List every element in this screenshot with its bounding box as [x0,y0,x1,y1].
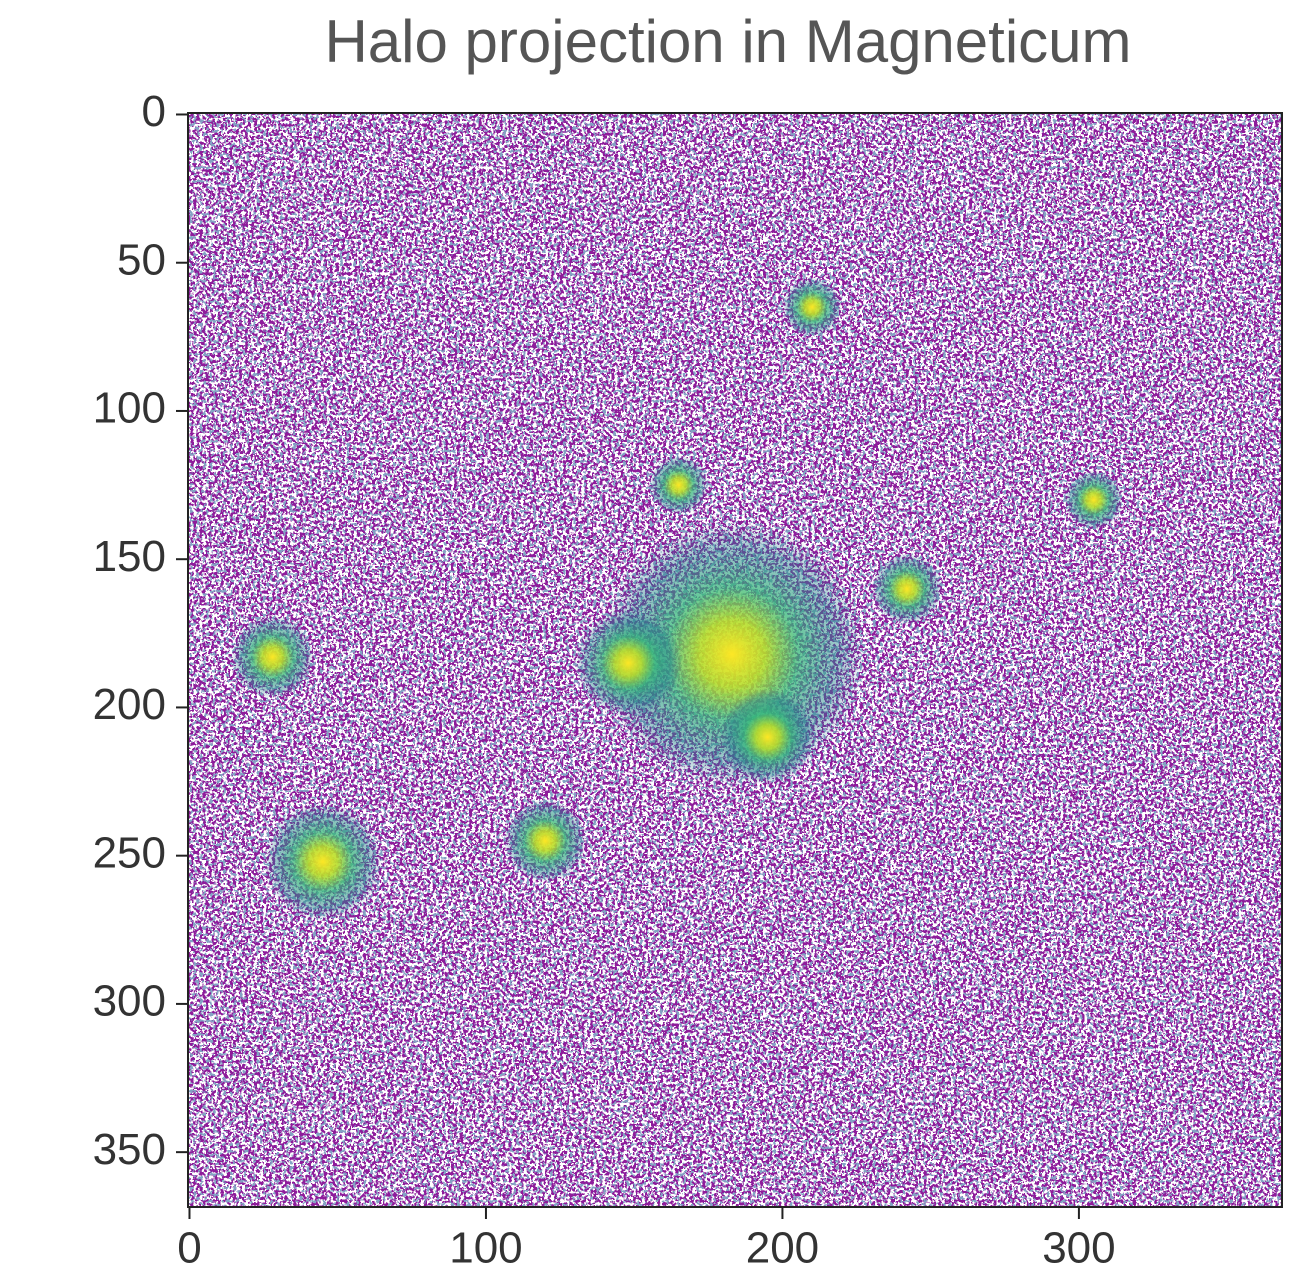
halo [503,799,587,883]
halo [649,455,709,515]
y-tick-label: 250 [93,828,166,877]
halo [782,277,842,337]
image [188,113,1282,1207]
x-tick-label: 100 [449,1224,522,1273]
chart-title: Halo projection in Magneticum [324,8,1131,75]
y-tick-label: 350 [93,1125,166,1174]
y-tick-label: 100 [93,384,166,433]
x-tick-label: 300 [1042,1224,1115,1273]
x-tick-label: 0 [177,1224,201,1273]
y-tick-label: 300 [93,977,166,1026]
halo [574,609,682,717]
halo [230,615,315,699]
y-tick-label: 150 [93,532,166,581]
halo [1064,470,1124,530]
halos [230,277,1124,921]
y-tick-label: 200 [93,680,166,729]
y-tick-label: 50 [117,235,166,284]
halo [871,553,943,625]
y-tick-label: 0 [142,87,166,136]
halo [263,802,383,921]
axes-frame [187,112,1283,1208]
x-tick-label: 200 [746,1224,819,1273]
halo [720,689,816,785]
